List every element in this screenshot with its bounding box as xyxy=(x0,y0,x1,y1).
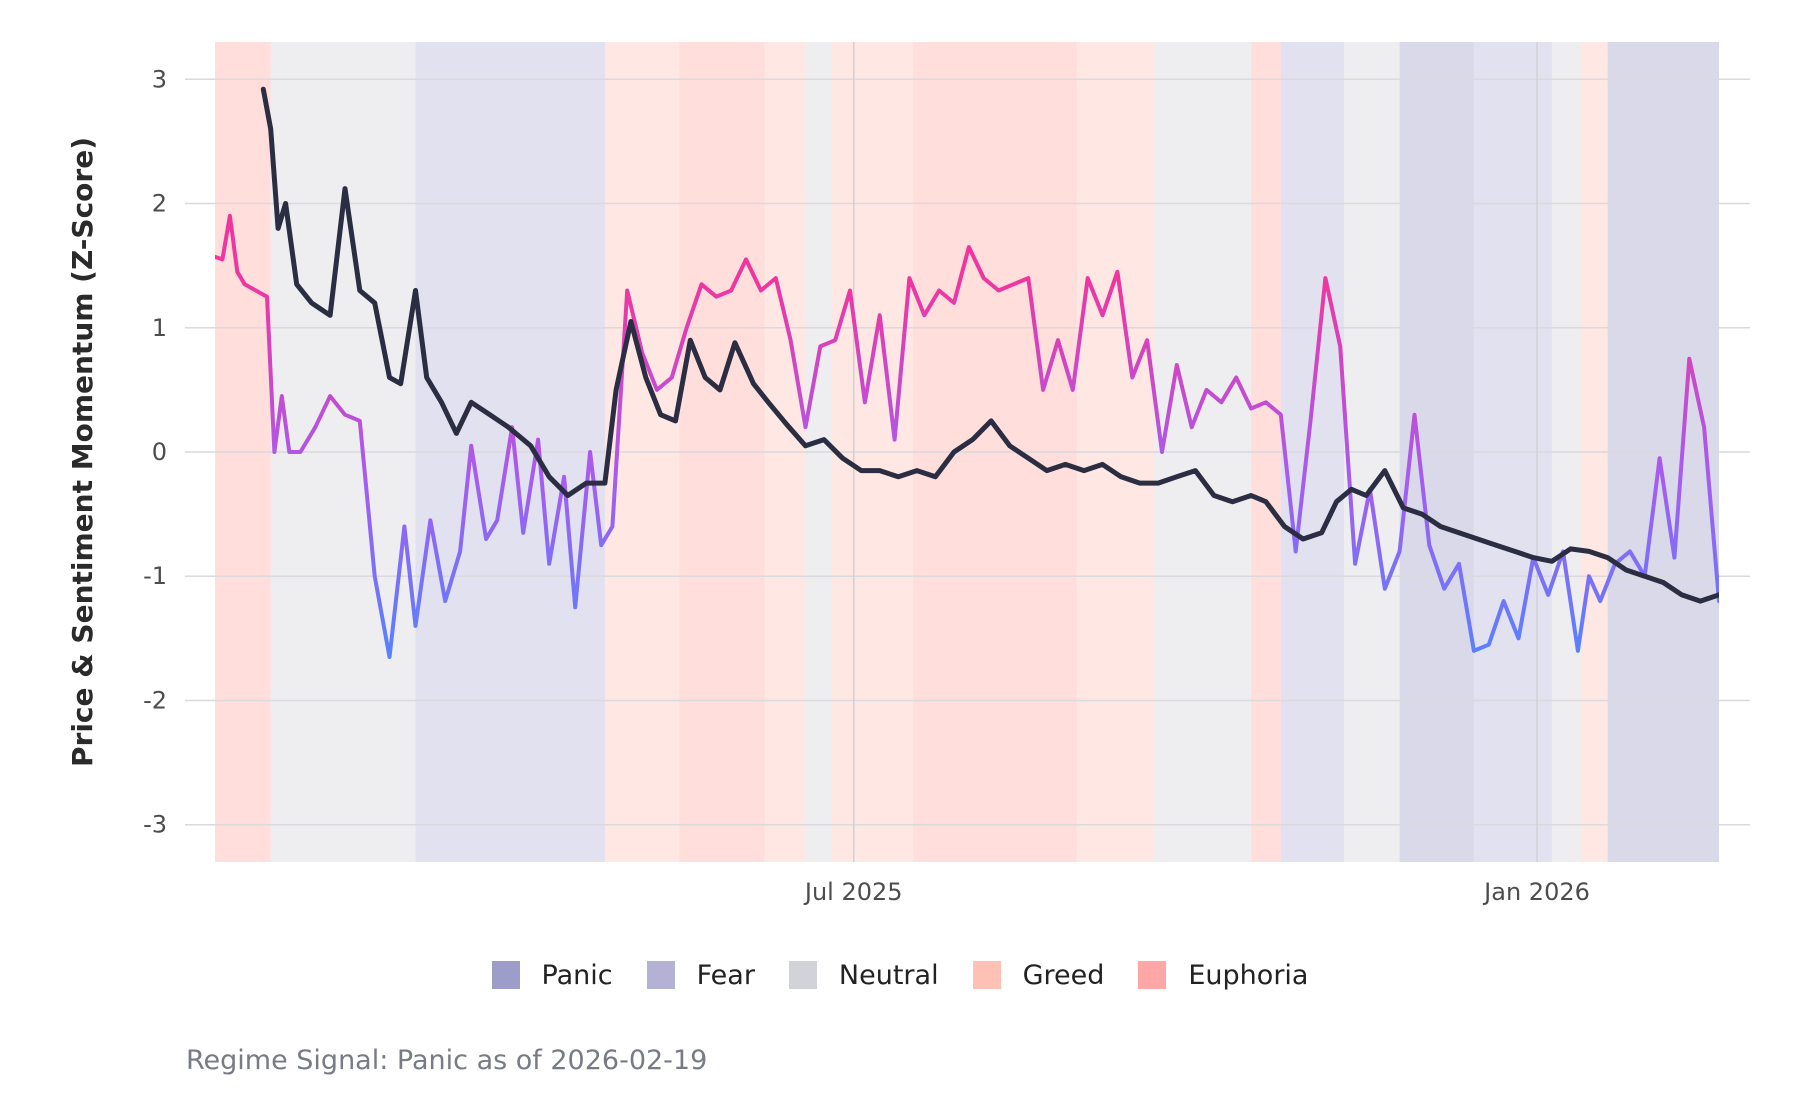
x-tick-label: Jul 2025 xyxy=(803,878,903,906)
series-lines xyxy=(215,86,1719,659)
chart: 3 2 1 0 -1 -2 -3 Jul 2025 Jan 2026 Price & Sent… xyxy=(66,42,1750,906)
y-tick-label: -2 xyxy=(143,686,167,714)
y-tick-label: 1 xyxy=(152,314,167,342)
regime-signal-caption: Regime Signal: Panic as of 2026-02-19 xyxy=(186,1045,708,1076)
legend-swatch-neutral xyxy=(788,961,817,989)
x-tick-label: Jan 2026 xyxy=(1482,878,1590,906)
y-axis-ticks: 3 2 1 0 -1 -2 -3 xyxy=(143,65,167,838)
legend-item-fear: Fear xyxy=(646,959,755,991)
legend-swatch-panic xyxy=(491,961,520,989)
legend-item-greed: Greed xyxy=(972,959,1105,991)
legend-label-panic: Panic xyxy=(541,959,613,991)
legend-swatch-fear xyxy=(646,961,675,989)
legend-swatch-greed xyxy=(972,961,1001,989)
y-tick-label: -1 xyxy=(143,562,167,590)
legend-label-neutral: Neutral xyxy=(838,959,939,991)
y-tick-label: 0 xyxy=(152,438,167,466)
legend-item-euphoria: Euphoria xyxy=(1138,960,1308,991)
sentiment-momentum-line xyxy=(215,213,1719,659)
legend-label-greed: Greed xyxy=(1022,959,1105,991)
legend: Panic Fear Neutral Greed Euphoria xyxy=(0,955,1800,995)
legend-label-fear: Fear xyxy=(696,959,755,991)
y-tick-label: 2 xyxy=(152,190,167,218)
legend-swatch-euphoria xyxy=(1138,961,1167,989)
legend-item-panic: Panic xyxy=(491,959,613,991)
y-axis-title: Price & Sentiment Momentum (Z-Score) xyxy=(66,137,99,767)
legend-label-euphoria: Euphoria xyxy=(1188,959,1309,991)
x-axis-ticks: Jul 2025 Jan 2026 xyxy=(803,878,1590,906)
gridlines xyxy=(185,42,1750,862)
y-tick-label: 3 xyxy=(152,65,167,93)
legend-item-neutral: Neutral xyxy=(788,959,939,991)
y-tick-label: -3 xyxy=(143,811,167,839)
price-momentum-line xyxy=(260,86,1719,604)
